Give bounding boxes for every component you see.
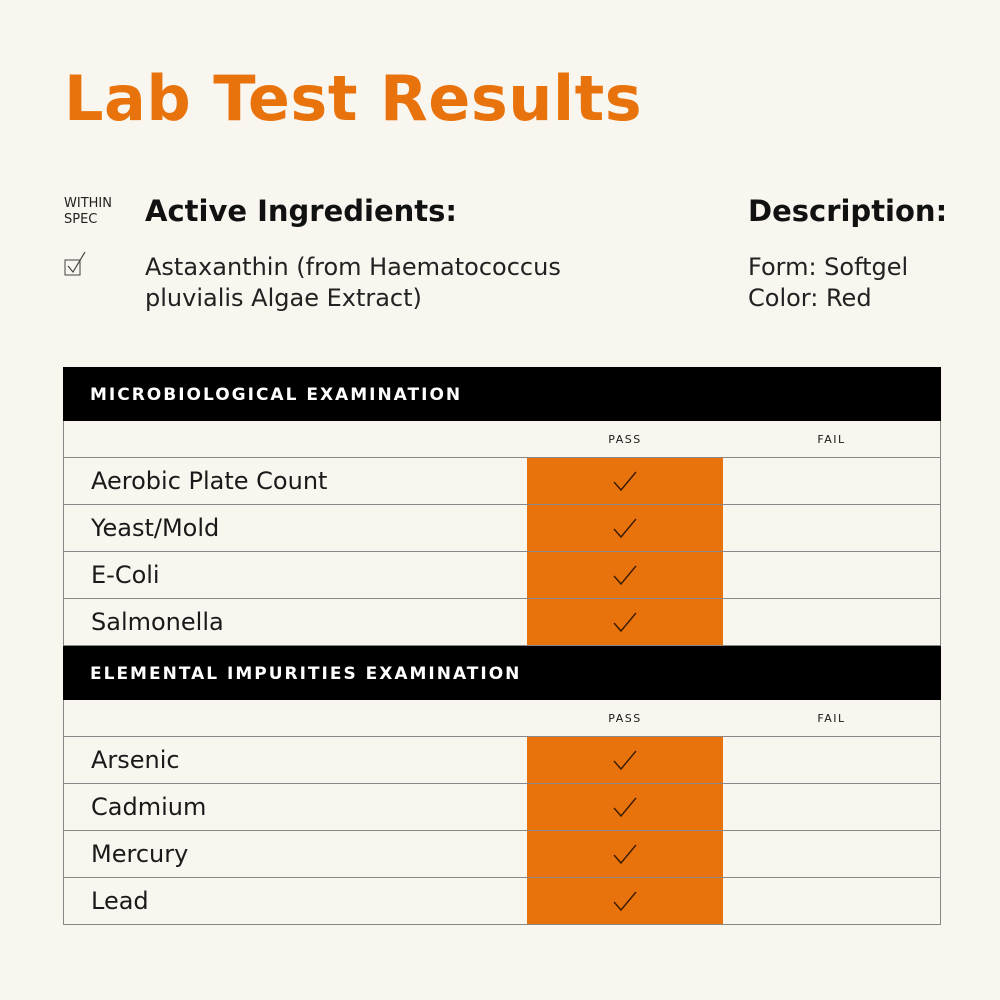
column-header-row: PASS FAIL	[63, 700, 941, 737]
test-name: Aerobic Plate Count	[91, 467, 328, 495]
description-text: Form: Softgel Color: Red	[748, 252, 908, 314]
pass-cell	[527, 505, 723, 551]
check-icon	[613, 612, 637, 633]
fail-cell	[723, 599, 940, 645]
pass-cell	[527, 737, 723, 783]
checkbox-checked-icon	[64, 251, 86, 276]
section-header: ELEMENTAL IMPURITIES EXAMINATION	[63, 646, 941, 700]
within-spec-label: WITHIN SPEC	[64, 196, 112, 228]
fail-cell	[723, 458, 940, 504]
fail-cell	[723, 505, 940, 551]
test-name: Yeast/Mold	[91, 514, 220, 542]
fail-cell	[723, 737, 940, 783]
pass-cell	[527, 552, 723, 598]
check-icon	[613, 844, 637, 865]
fail-cell	[723, 831, 940, 877]
pass-cell	[527, 831, 723, 877]
examination-table: ELEMENTAL IMPURITIES EXAMINATION PASS FA…	[63, 646, 941, 925]
pass-column-header: PASS	[608, 712, 642, 725]
description-form: Form: Softgel	[748, 253, 909, 281]
table-row: Cadmium	[63, 784, 941, 831]
description-heading: Description:	[748, 194, 948, 228]
check-icon	[613, 565, 637, 586]
table-row: E-Coli	[63, 552, 941, 599]
description-color: Color: Red	[748, 284, 872, 312]
column-header-row: PASS FAIL	[63, 421, 941, 458]
fail-cell	[723, 878, 940, 924]
ingredient-line: Astaxanthin (from Haematococcus	[145, 253, 561, 281]
table-row: Arsenic	[63, 737, 941, 784]
test-name: Lead	[91, 887, 149, 915]
fail-cell	[723, 552, 940, 598]
check-icon	[613, 750, 637, 771]
test-name: Salmonella	[91, 608, 224, 636]
check-icon	[613, 518, 637, 539]
table-row: Aerobic Plate Count	[63, 458, 941, 505]
pass-cell	[527, 599, 723, 645]
pass-cell	[527, 458, 723, 504]
fail-column-header: FAIL	[817, 433, 846, 446]
check-icon	[613, 471, 637, 492]
section-header: MICROBIOLOGICAL EXAMINATION	[63, 367, 941, 421]
pass-cell	[527, 878, 723, 924]
examination-table: MICROBIOLOGICAL EXAMINATION PASS FAIL Ae…	[63, 367, 941, 646]
table-row: Lead	[63, 878, 941, 925]
table-row: Yeast/Mold	[63, 505, 941, 552]
pass-cell	[527, 784, 723, 830]
fail-cell	[723, 784, 940, 830]
test-name: Arsenic	[91, 746, 180, 774]
active-ingredients-heading: Active Ingredients:	[145, 194, 458, 228]
test-name: E-Coli	[91, 561, 160, 589]
pass-column-header: PASS	[608, 433, 642, 446]
page-title: Lab Test Results	[64, 62, 643, 135]
table-row: Mercury	[63, 831, 941, 878]
check-icon	[613, 891, 637, 912]
test-name: Mercury	[91, 840, 189, 868]
test-name: Cadmium	[91, 793, 207, 821]
within-spec-line2: SPEC	[64, 212, 98, 227]
fail-column-header: FAIL	[817, 712, 846, 725]
table-row: Salmonella	[63, 599, 941, 646]
check-icon	[613, 797, 637, 818]
ingredient-line: pluvialis Algae Extract)	[145, 284, 422, 312]
active-ingredients-text: Astaxanthin (from Haematococcus pluviali…	[145, 252, 561, 314]
within-spec-line1: WITHIN	[64, 196, 112, 211]
